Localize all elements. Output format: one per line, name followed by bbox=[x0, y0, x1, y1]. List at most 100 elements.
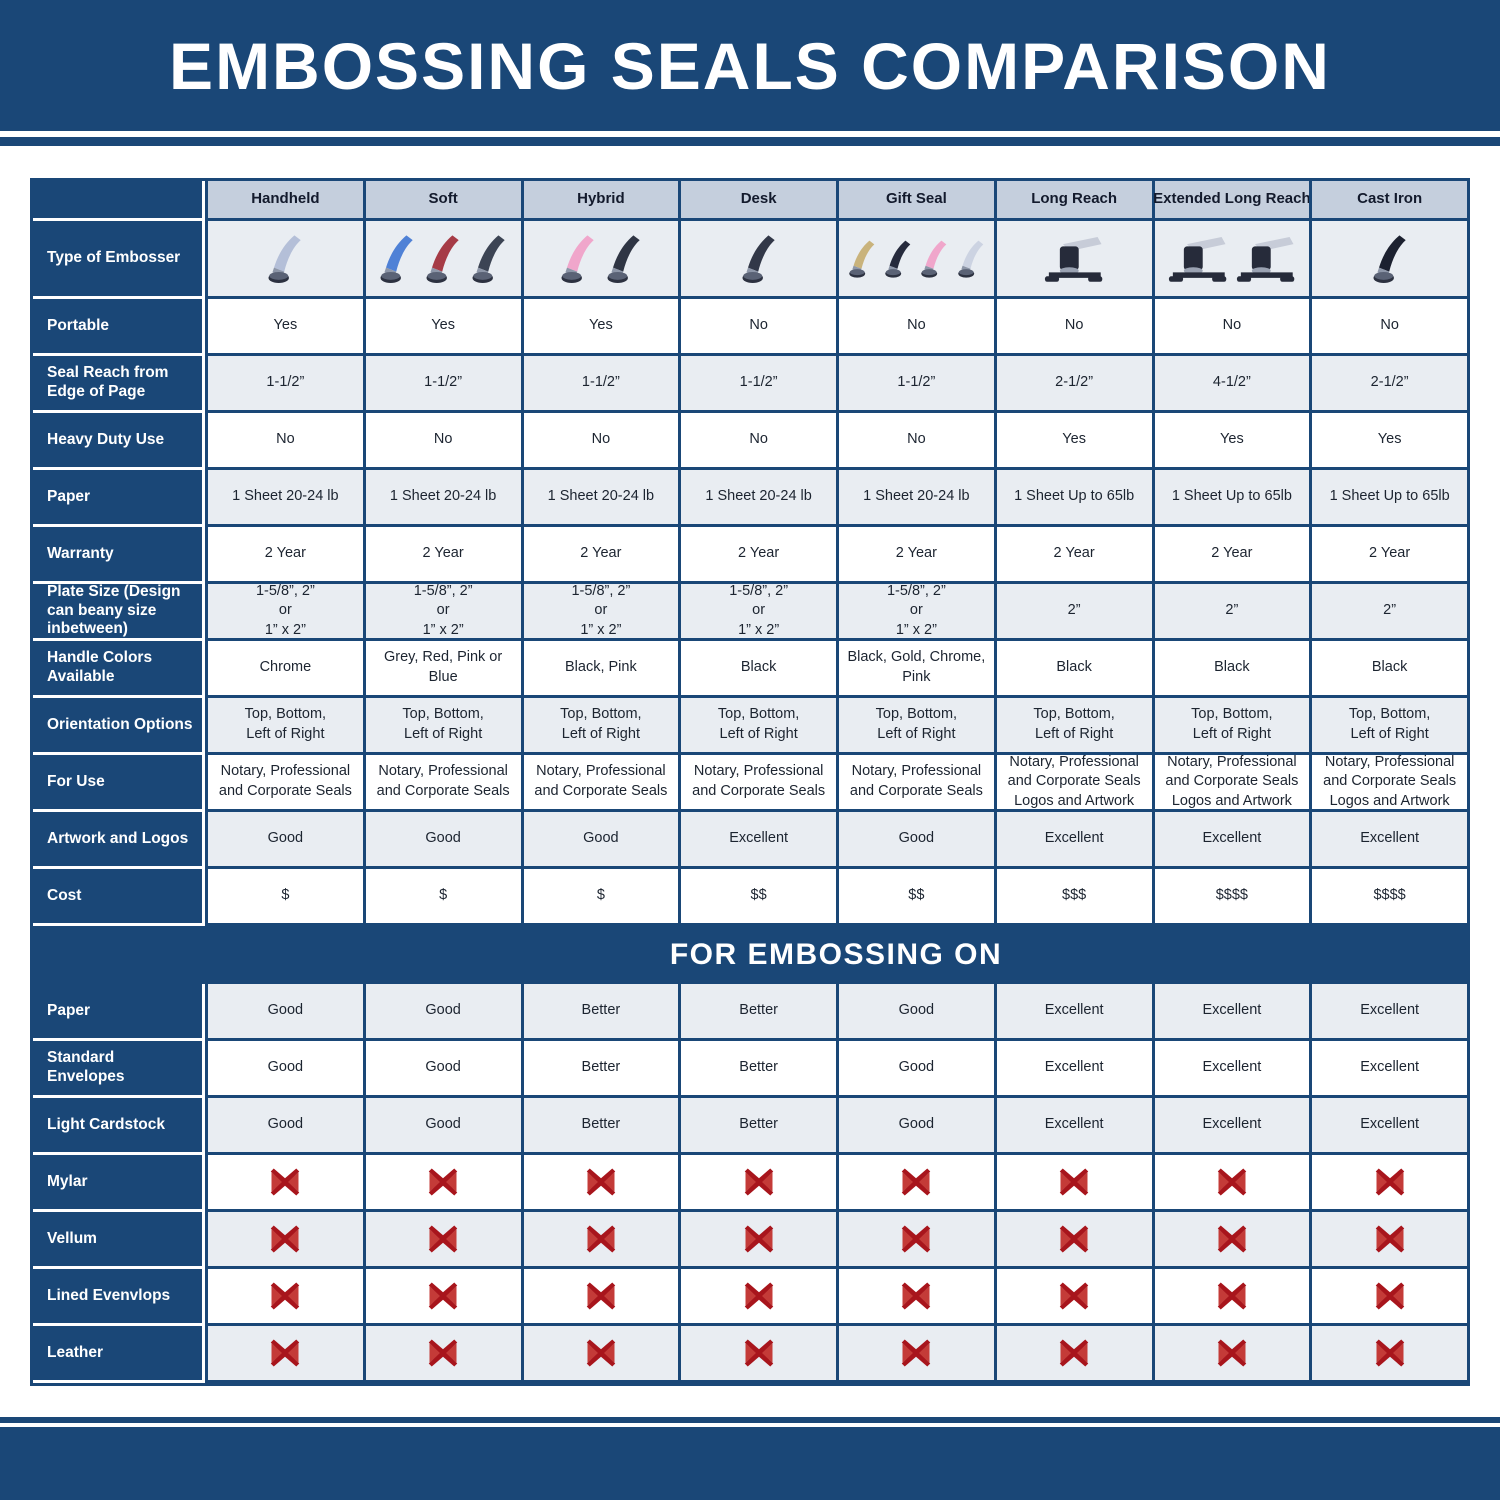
table-row-seal-reach-from-edge-of-page: Seal Reach from Edge of Page 1-1/2” 1-1/2”… bbox=[33, 356, 1467, 413]
footer-stripe-navy-thin bbox=[0, 1417, 1500, 1423]
cell-cost-extended-long-reach: $$$$ bbox=[1151, 869, 1310, 926]
cell-warranty-handheld: 2 Year bbox=[205, 527, 363, 584]
table-row-for-use: For Use Notary, Professional and Corporat… bbox=[33, 754, 1467, 812]
not-supported-icon bbox=[902, 1282, 931, 1310]
row-label-paper: Paper bbox=[33, 984, 205, 1041]
footer-stripe-white bbox=[0, 1423, 1500, 1427]
cell-heavy-duty-use-desk: No bbox=[678, 413, 836, 470]
cell-orientation-options-handheld: Top, Bottom, Left of Right bbox=[205, 698, 363, 755]
cell-embossing-standard-envelopes-handheld: Good bbox=[205, 1041, 363, 1098]
cell-embossing-standard-envelopes-extended-long-reach: Excellent bbox=[1151, 1041, 1310, 1098]
comparison-table: Handheld Soft Hybrid Desk Gift Seal Long Reac… bbox=[30, 178, 1470, 1386]
not-supported-icon bbox=[428, 1282, 458, 1310]
row-label-portable: Portable bbox=[33, 299, 205, 356]
cell-seal-reach-from-edge-of-page-handheld: 1-1/2” bbox=[205, 356, 363, 413]
cell-portable-handheld: Yes bbox=[205, 299, 363, 356]
cell-warranty-soft: 2 Year bbox=[362, 527, 521, 584]
cell-embossing-lined-evenvlops-gift-seal bbox=[836, 1269, 994, 1326]
not-supported-icon bbox=[1217, 1168, 1247, 1196]
cell-embossing-vellum-desk bbox=[678, 1212, 836, 1269]
column-header-handheld: Handheld bbox=[205, 181, 363, 221]
cell-handle-colors-available-long-reach: Black bbox=[993, 641, 1152, 698]
cell-embossing-mylar-long-reach bbox=[993, 1155, 1152, 1212]
cell-embossing-paper-extended-long-reach: Excellent bbox=[1151, 984, 1310, 1041]
cell-seal-reach-from-edge-of-page-hybrid: 1-1/2” bbox=[520, 356, 679, 413]
cell-for-use-handheld: Notary, Professional and Corporate Seals bbox=[205, 755, 363, 812]
not-supported-icon bbox=[1059, 1282, 1089, 1310]
cell-embossing-lined-evenvlops-hybrid bbox=[520, 1269, 679, 1326]
cell-embossing-paper-gift-seal: Good bbox=[836, 984, 994, 1041]
cell-embossing-leather-extended-long-reach bbox=[1151, 1326, 1310, 1383]
cell-artwork-and-logos-soft: Good bbox=[362, 812, 521, 869]
cell-embossing-light-cardstock-gift-seal: Good bbox=[836, 1098, 994, 1155]
cell-orientation-options-extended-long-reach: Top, Bottom, Left of Right bbox=[1151, 698, 1310, 755]
cell-plate-size-design-can-beany-size-inbetween-extended-long-reach: 2” bbox=[1151, 584, 1310, 641]
cell-portable-desk: No bbox=[678, 299, 836, 356]
cell-embossing-vellum-extended-long-reach bbox=[1151, 1212, 1310, 1269]
cell-seal-reach-from-edge-of-page-cast-iron: 2-1/2” bbox=[1309, 356, 1467, 413]
cell-embossing-standard-envelopes-hybrid: Better bbox=[520, 1041, 679, 1098]
table-row-heavy-duty-use: Heavy Duty Use No No No No No Yes Yes Yes bbox=[33, 413, 1467, 470]
row-label-cost: Cost bbox=[33, 869, 205, 926]
cell-warranty-desk: 2 Year bbox=[678, 527, 836, 584]
embosser-photo bbox=[1373, 234, 1406, 283]
column-header-extended-long-reach: Extended Long Reach bbox=[1151, 181, 1311, 221]
not-supported-icon bbox=[1375, 1225, 1404, 1253]
not-supported-icon bbox=[744, 1225, 773, 1253]
embosser-photo-cell-soft bbox=[362, 221, 521, 299]
row-label-artwork-and-logos: Artwork and Logos bbox=[33, 812, 205, 869]
cell-embossing-light-cardstock-hybrid: Better bbox=[520, 1098, 679, 1155]
not-supported-icon bbox=[744, 1282, 773, 1310]
cell-seal-reach-from-edge-of-page-long-reach: 2-1/2” bbox=[993, 356, 1152, 413]
table-row-plate-size-design-can-beany-size-inbetween: Plate Size (Design can beany size inbetw… bbox=[33, 583, 1467, 641]
not-supported-icon bbox=[271, 1282, 300, 1310]
cell-embossing-lined-evenvlops-extended-long-reach bbox=[1151, 1269, 1310, 1326]
cell-warranty-hybrid: 2 Year bbox=[520, 527, 679, 584]
cell-plate-size-design-can-beany-size-inbetween-hybrid: 1-5/8”, 2” or 1” x 2” bbox=[520, 583, 679, 641]
column-header-long-reach: Long Reach bbox=[993, 181, 1152, 221]
cell-orientation-options-soft: Top, Bottom, Left of Right bbox=[362, 698, 521, 755]
title-band: EMBOSSING SEALS COMPARISON bbox=[0, 0, 1500, 131]
row-label-type-of-embosser: Type of Embosser bbox=[33, 221, 205, 299]
cell-embossing-vellum-cast-iron bbox=[1309, 1212, 1467, 1269]
page-title: EMBOSSING SEALS COMPARISON bbox=[169, 28, 1331, 103]
row-label-vellum: Vellum bbox=[33, 1212, 205, 1269]
row-label-orientation-options: Orientation Options bbox=[33, 698, 205, 755]
divider-stripe-navy bbox=[0, 137, 1500, 146]
not-supported-icon bbox=[428, 1225, 458, 1253]
cell-handle-colors-available-soft: Grey, Red, Pink or Blue bbox=[362, 641, 521, 698]
not-supported-icon bbox=[1217, 1339, 1247, 1367]
table-row-paper: Paper Good Good Better Better Good Excellent Ex… bbox=[33, 984, 1467, 1041]
not-supported-icon bbox=[586, 1339, 616, 1367]
embosser-photo bbox=[561, 234, 594, 283]
cell-embossing-vellum-long-reach bbox=[993, 1212, 1152, 1269]
embosser-photo bbox=[426, 234, 459, 283]
cell-embossing-mylar-soft bbox=[362, 1155, 521, 1212]
cell-seal-reach-from-edge-of-page-soft: 1-1/2” bbox=[362, 356, 521, 413]
cell-artwork-and-logos-hybrid: Good bbox=[520, 812, 679, 869]
cell-orientation-options-long-reach: Top, Bottom, Left of Right bbox=[993, 698, 1152, 755]
column-header-gift-seal: Gift Seal bbox=[836, 181, 994, 221]
embosser-photo bbox=[957, 240, 983, 278]
cell-plate-size-design-can-beany-size-inbetween-cast-iron: 2” bbox=[1309, 584, 1467, 641]
cell-handle-colors-available-desk: Black bbox=[678, 641, 836, 698]
cell-cost-cast-iron: $$$$ bbox=[1309, 869, 1467, 926]
not-supported-icon bbox=[271, 1225, 300, 1253]
cell-portable-extended-long-reach: No bbox=[1151, 299, 1310, 356]
cell-for-use-desk: Notary, Professional and Corporate Seals bbox=[678, 755, 836, 812]
cell-orientation-options-desk: Top, Bottom, Left of Right bbox=[678, 698, 836, 755]
not-supported-icon bbox=[428, 1168, 458, 1196]
cell-cost-soft: $ bbox=[362, 869, 521, 926]
cell-heavy-duty-use-handheld: No bbox=[205, 413, 363, 470]
cell-embossing-standard-envelopes-long-reach: Excellent bbox=[993, 1041, 1152, 1098]
cell-seal-reach-from-edge-of-page-gift-seal: 1-1/2” bbox=[836, 356, 994, 413]
cell-heavy-duty-use-hybrid: No bbox=[520, 413, 679, 470]
cell-artwork-and-logos-desk: Excellent bbox=[678, 812, 836, 869]
cell-plate-size-design-can-beany-size-inbetween-desk: 1-5/8”, 2” or 1” x 2” bbox=[678, 583, 836, 641]
cell-embossing-paper-long-reach: Excellent bbox=[993, 984, 1152, 1041]
row-label-paper: Paper bbox=[33, 470, 205, 527]
row-label-lined-evenvlops: Lined Evenvlops bbox=[33, 1269, 205, 1326]
cell-embossing-leather-hybrid bbox=[520, 1326, 679, 1383]
cell-embossing-vellum-hybrid bbox=[520, 1212, 679, 1269]
embosser-photo-cell-hybrid bbox=[520, 221, 679, 299]
